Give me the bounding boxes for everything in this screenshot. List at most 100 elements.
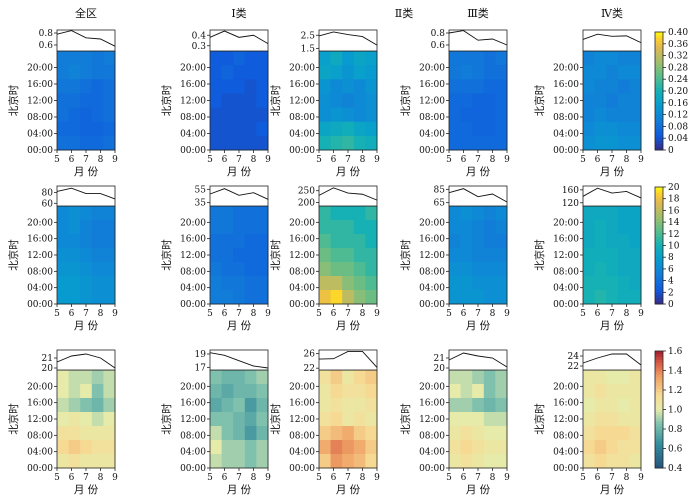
heat-cell-r2c5-4-1 [594, 262, 607, 277]
heat-cell-r3c2-1-4 [256, 384, 269, 399]
heat-cell-r3c1-1-3 [91, 384, 104, 399]
heat-cell-r3c4-1-2 [472, 384, 485, 399]
heat-cell-r1c4-5-0 [449, 121, 462, 137]
colorbar-seg-r3-15 [655, 394, 663, 399]
colorbar-tick-r1-3: 0.12 [668, 111, 688, 121]
colorbar-seg-r2-33 [655, 283, 663, 287]
xtick-r3c4-1: 6 [461, 473, 467, 483]
heat-cell-r3c1-5-0 [57, 440, 70, 455]
colorbar-tick-r1-7: 0.28 [668, 63, 688, 73]
heat-cell-r2c4-0-3 [483, 206, 496, 221]
line-ytick-r3c2-0: 17 [195, 363, 207, 373]
heat-cell-r1c2-4-3 [244, 107, 257, 123]
heat-cell-r1c4-6-4 [495, 135, 508, 151]
xtick-r2c5-4: 9 [638, 309, 644, 319]
heat-cell-r1c1-0-1 [68, 51, 81, 66]
xtick-r2c5-1: 6 [595, 309, 601, 319]
heat-cell-r3c4-4-1 [460, 426, 473, 441]
heat-cell-r2c4-6-0 [449, 290, 462, 305]
colorbar-seg-r1-29 [655, 117, 663, 121]
line-frame-r2c3 [318, 185, 378, 207]
xlabel-r1c4: 月 份 [466, 166, 491, 178]
heat-cell-r1c5-1-1 [594, 65, 607, 80]
heat-ytick-r2c1-2: 08:00 [27, 267, 53, 277]
xtick-r3c3-1: 6 [331, 473, 337, 483]
heat-cell-r2c4-3-1 [460, 248, 473, 263]
heat-cell-r2c1-1-3 [91, 220, 104, 235]
heat-cell-r2c3-3-0 [319, 248, 332, 263]
heat-cell-r2c5-1-0 [583, 220, 596, 235]
heat-cell-r2c3-5-4 [365, 276, 378, 291]
heat-cell-r3c1-5-3 [91, 440, 104, 455]
heat-cell-r1c4-4-0 [449, 107, 462, 123]
colorbar-seg-r2-5 [655, 201, 663, 206]
colorbar-tick-r2-3: 6 [668, 265, 674, 275]
heat-cell-r3c2-1-0 [210, 384, 223, 399]
heat-cell-r3c4-0-3 [483, 370, 496, 385]
heat-cell-r2c1-0-4 [103, 206, 116, 221]
heat-ytick-r2c4-3: 12:00 [419, 251, 445, 261]
heat-cell-r1c3-0-2 [342, 51, 355, 66]
heat-cell-r2c4-3-0 [449, 248, 462, 263]
heat-cell-r2c1-3-2 [80, 248, 93, 263]
heat-ytick-r2c5-0: 00:00 [553, 300, 579, 310]
xtick-r1c1-4: 9 [112, 155, 118, 165]
heat-ytick-r1c2-1: 04:00 [180, 130, 206, 140]
heat-cell-r2c1-5-2 [80, 276, 93, 291]
heat-cell-r2c1-1-4 [103, 220, 116, 235]
xlabel-r3c2: 月 份 [227, 484, 252, 496]
heat-cell-r3c1-2-3 [91, 398, 104, 413]
heat-ytick-r3c4-3: 12:00 [419, 415, 445, 425]
heat-cell-r2c1-1-2 [80, 220, 93, 235]
heat-cell-r2c5-6-4 [629, 290, 642, 305]
heat-cell-r1c3-5-2 [342, 121, 355, 137]
heat-cell-r3c2-1-2 [233, 384, 246, 399]
heat-cell-r3c3-6-4 [365, 454, 378, 469]
heat-ytick-r1c1-0: 00:00 [27, 146, 53, 156]
heat-cell-r3c3-5-4 [365, 440, 378, 455]
heat-cell-r1c5-1-3 [617, 65, 630, 80]
heat-cell-r3c2-5-1 [221, 440, 234, 455]
column-title-3: Ⅱ类 [395, 6, 413, 20]
heat-ytick-r1c5-1: 04:00 [553, 130, 579, 140]
heat-ytick-r1c4-4: 16:00 [419, 80, 445, 90]
heat-ytick-r3c5-4: 16:00 [553, 399, 579, 409]
heat-cell-r3c5-1-2 [606, 384, 619, 399]
colorbar-tick-r2-6: 12 [668, 230, 679, 240]
ylabel-r3c2: 北京时 [160, 403, 173, 435]
heat-ytick-r1c3-3: 12:00 [289, 97, 315, 107]
colorbar-seg-r3-39 [655, 465, 663, 469]
xtick-r3c5-3: 8 [624, 473, 630, 483]
heat-cell-r1c5-6-3 [617, 135, 630, 151]
heat-ytick-r3c4-5: 20:00 [419, 382, 445, 392]
colorbar-seg-r2-25 [655, 260, 663, 264]
heat-cell-r2c5-4-3 [617, 262, 630, 277]
heat-cell-r1c4-6-1 [460, 135, 473, 151]
colorbar-seg-r1-34 [655, 132, 663, 136]
heat-cell-r2c4-5-1 [460, 276, 473, 291]
heat-cell-r3c5-1-4 [629, 384, 642, 399]
heat-cell-r2c5-3-2 [606, 248, 619, 263]
colorbar-seg-r1-16 [655, 79, 663, 83]
heat-cell-r3c4-6-4 [495, 454, 508, 469]
heat-ytick-r3c1-3: 12:00 [27, 415, 53, 425]
xtick-r1c5-3: 8 [624, 155, 630, 165]
heat-ytick-r3c2-3: 12:00 [180, 415, 206, 425]
line-frame-r1c1 [56, 29, 116, 52]
line-ytick-r2c2-1: 55 [195, 185, 207, 195]
colorbar-tick-r3-4: 1.2 [668, 386, 682, 396]
heat-cell-r2c1-6-4 [103, 290, 116, 305]
heat-cell-r1c5-0-3 [617, 51, 630, 66]
heat-cell-r2c3-6-2 [342, 290, 355, 305]
heat-cell-r2c3-1-2 [342, 220, 355, 235]
line-frame-r2c1 [56, 185, 116, 207]
heat-cell-r2c5-1-3 [617, 220, 630, 235]
heat-cell-r2c5-1-2 [606, 220, 619, 235]
colorbar-tick-r2-10: 20 [668, 183, 680, 193]
heat-ytick-r2c4-2: 08:00 [419, 267, 445, 277]
heat-cell-r3c5-0-0 [583, 370, 596, 385]
heat-cell-r3c4-1-4 [495, 384, 508, 399]
heat-cell-r1c5-5-3 [617, 121, 630, 137]
colorbar-seg-r3-30 [655, 438, 663, 443]
heat-cell-r3c4-2-2 [472, 398, 485, 413]
